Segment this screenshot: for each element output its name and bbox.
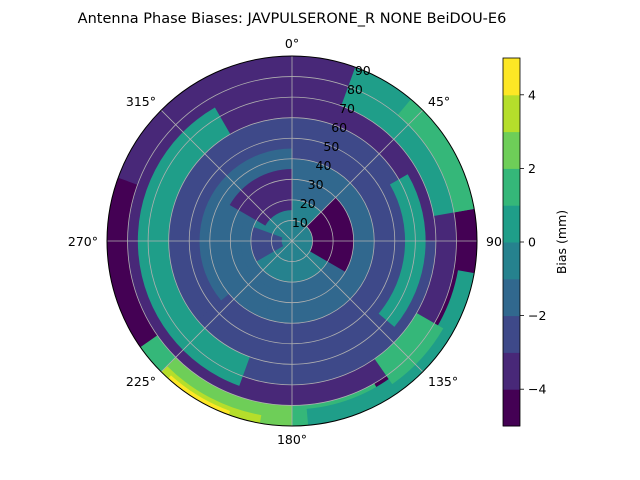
theta-tick-label: 315° [126,94,156,109]
colorbar-tick-label: 2 [528,161,536,176]
colorbar-segment [503,389,520,427]
contour-region [168,375,231,415]
radial-tick-label: 60 [331,120,347,135]
radial-tick-label: 50 [323,139,339,154]
colorbar-segment [503,205,520,243]
contour-region [306,270,475,426]
radial-tick-label: 10 [292,215,308,230]
contour-region [250,226,284,262]
radial-tick-label: 20 [300,196,316,211]
colorbar-segment [503,168,520,206]
colorbar-segment [503,131,520,169]
colorbar-tick-label: 4 [528,87,536,102]
theta-tick-labels: 0° 45° 90 135° 180° 225° 270° 315° [68,36,502,447]
contour-region [161,366,262,424]
contour-region [161,357,292,426]
colorbar-segment [503,94,520,133]
radial-tick-label: 70 [339,101,355,116]
radial-tick-label: 90 [355,63,371,78]
colorbar-segment [503,315,520,353]
colorbar-tick-label: 0 [528,235,536,250]
polar-frame [106,55,478,427]
contour-region [397,99,475,213]
colorbar-segment [503,58,520,96]
theta-tick-label: 270° [68,234,98,249]
colorbar-segment [503,278,520,317]
radial-tick-label: 30 [308,177,324,192]
colorbar-label: Bias (mm) [554,210,569,274]
contour-region [140,335,385,426]
angular-gridline [291,240,424,373]
theta-tick-label: 0° [285,36,299,51]
colorbar: −4 −2 0 2 4 [502,57,546,427]
colorbar-segment [503,352,520,390]
angular-gridline [160,240,293,373]
radial-tick-labels: 10 20 30 40 50 60 70 80 90 [292,63,371,230]
theta-tick-label: 45° [428,94,450,109]
contour-region [229,169,292,226]
colorbar-tick-label: −4 [528,382,546,397]
contour-region [137,107,250,386]
contour-region [341,67,475,217]
colorbar-tick-label: −2 [528,308,546,323]
radial-tick-label: 80 [347,82,363,97]
colorbar-segment [503,242,520,280]
contour-region [374,312,444,385]
chart-title: Antenna Phase Biases: JAVPULSERONE_R NON… [78,11,507,27]
radial-tick-label: 40 [316,158,332,173]
angular-gridline [160,109,293,242]
polar-grid [107,56,477,426]
theta-tick-label: 180° [277,432,307,447]
contour-region [118,56,293,191]
theta-tick-label: 90 [486,234,502,249]
theta-tick-label: 225° [126,374,156,389]
contour-region [306,197,354,272]
contour-region [378,174,426,327]
contour-region [181,241,436,385]
angular-gridline [291,109,424,242]
theta-tick-label: 135° [428,374,458,389]
